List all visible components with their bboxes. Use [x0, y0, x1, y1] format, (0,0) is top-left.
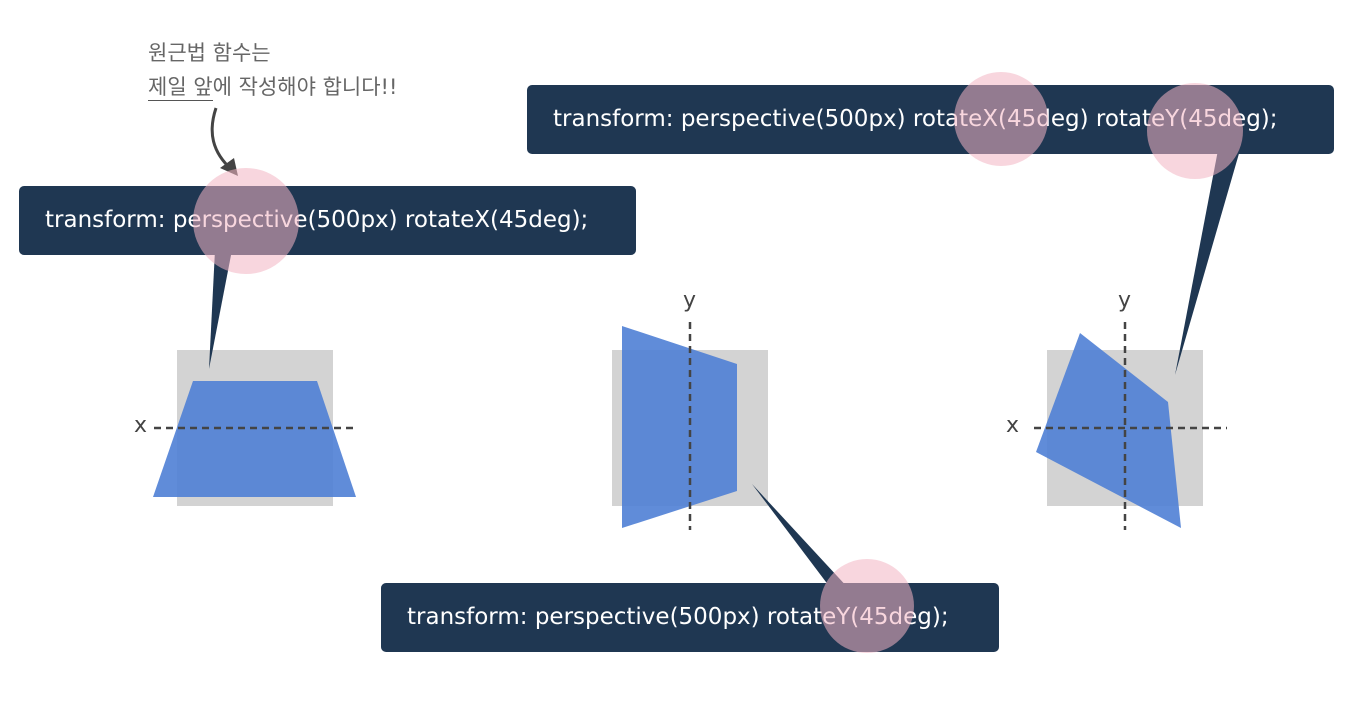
note-underlined-text: 제일 앞	[148, 75, 213, 101]
code-label-rotatey: transform: perspective(500px) rotateY(45…	[381, 583, 999, 652]
code-label-rotatexy: transform: perspective(500px) rotateX(45…	[527, 85, 1334, 154]
axis-letter-x-rotatex: x	[134, 413, 148, 438]
transformed-shape-rotatey	[622, 326, 737, 528]
note-line-2-rest: 에 작성해야 합니다!!	[212, 75, 398, 99]
note-line-1: 원근법 함수는	[148, 41, 271, 65]
transformed-shape-rotatexy	[1036, 333, 1181, 528]
transformed-shape-rotatex	[153, 381, 356, 497]
code-label-rotatex: transform: perspective(500px) rotateX(45…	[19, 186, 636, 255]
axis-letter-y-rotatey: y	[683, 288, 697, 313]
callout-tail-rotatex	[209, 250, 232, 369]
note-line-2: 제일 앞에 작성해야 합니다!!	[148, 70, 397, 104]
note-arrow	[210, 107, 234, 172]
axis-letter-x-rotatexy: x	[1006, 413, 1020, 438]
callout-tail-rotatexy	[1175, 150, 1240, 375]
perspective-order-note: 원근법 함수는 제일 앞에 작성해야 합니다!!	[148, 36, 397, 104]
axis-letter-y-rotatexy: y	[1118, 288, 1132, 313]
